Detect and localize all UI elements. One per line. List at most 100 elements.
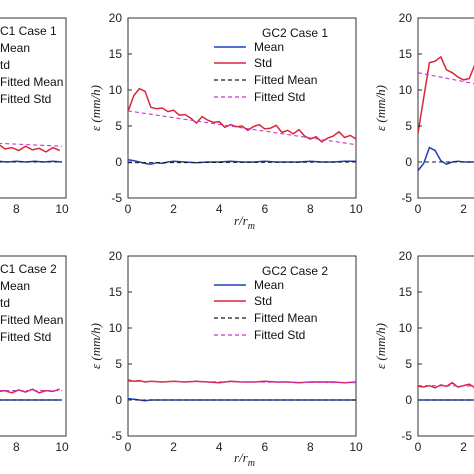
legend-entry-fitted-mean: Fitted Mean bbox=[254, 311, 317, 325]
x-tick-label: 2 bbox=[460, 202, 467, 216]
series-mean-line bbox=[0, 160, 63, 163]
series-fitted-std-line bbox=[418, 385, 474, 387]
y-tick-label: 15 bbox=[399, 47, 413, 61]
legend: C1 Case 1 Mean td Fitted Mean Fitted Std bbox=[0, 24, 63, 106]
y-axis-label: ε (mm/h) bbox=[88, 323, 103, 369]
y-tick-label: 15 bbox=[399, 285, 413, 299]
x-tick-label: 8 bbox=[13, 440, 20, 454]
legend-entry-mean: Mean bbox=[0, 41, 30, 55]
y-tick-label: 5 bbox=[405, 119, 412, 133]
x-tick-label: 0 bbox=[415, 202, 422, 216]
y-tick-label: 20 bbox=[399, 11, 413, 25]
y-axis-label: ε (mm/h) bbox=[373, 323, 388, 369]
x-tick-label: 4 bbox=[216, 440, 223, 454]
x-tick-label: 10 bbox=[55, 440, 69, 454]
x-tick-label: 8 bbox=[307, 202, 314, 216]
x-tick-label: 10 bbox=[55, 202, 69, 216]
series-layer bbox=[418, 381, 474, 401]
y-tick-label: 0 bbox=[115, 155, 122, 169]
legend-entry-fitted-mean: Fitted Mean bbox=[0, 75, 63, 89]
y-tick-label: 20 bbox=[109, 11, 123, 25]
x-tick-label: 6 bbox=[261, 202, 268, 216]
series-fitted-std-line bbox=[128, 380, 356, 384]
legend-entry-fitted-std: Fitted Std bbox=[254, 90, 305, 104]
y-tick-label: 20 bbox=[109, 249, 123, 263]
x-tick-label: 8 bbox=[13, 202, 20, 216]
x-tick-labels: 8 10 bbox=[13, 440, 69, 454]
x-axis-label: r/rm bbox=[234, 450, 255, 469]
y-axis-label: ε (mm/h) bbox=[373, 85, 388, 131]
plot-frame bbox=[0, 17, 67, 199]
y-tick-label: 10 bbox=[399, 321, 413, 335]
legend-entry-mean: Mean bbox=[254, 278, 284, 292]
y-tick-label: 0 bbox=[115, 393, 122, 407]
y-tick-label: -5 bbox=[111, 191, 122, 205]
legend-title: C1 Case 2 bbox=[0, 262, 57, 276]
y-tick-label: 10 bbox=[109, 83, 123, 97]
series-std-line bbox=[418, 381, 474, 389]
y-tick-label: -5 bbox=[401, 191, 412, 205]
x-tick-label: 10 bbox=[349, 440, 363, 454]
x-tick-label: 8 bbox=[307, 440, 314, 454]
panel-gc1-case1: 8 10 C1 Case 1 Mean td Fitted Mean Fitted… bbox=[0, 17, 69, 216]
y-tick-label: 0 bbox=[405, 155, 412, 169]
plot-frame bbox=[417, 17, 474, 199]
x-tick-labels: 0 2 4 6 8 10 bbox=[125, 202, 363, 216]
y-axis-label: ε (mm/h) bbox=[88, 85, 103, 131]
series-fitted-mean-line bbox=[128, 161, 356, 164]
x-tick-labels: 0 2 4 6 8 10 bbox=[125, 440, 363, 454]
y-tick-labels: 20 15 10 5 0 -5 bbox=[399, 249, 422, 443]
legend-title: GC2 Case 1 bbox=[262, 26, 328, 40]
plot-frame bbox=[127, 17, 357, 199]
y-tick-labels: 20 15 10 5 0 -5 bbox=[399, 11, 422, 205]
legend: GC2 Case 2 Mean Std Fitted Mean Fitted S… bbox=[214, 264, 328, 342]
y-tick-label: 5 bbox=[405, 357, 412, 371]
y-tick-label: 0 bbox=[405, 393, 412, 407]
legend-entry-mean: Mean bbox=[0, 279, 30, 293]
legend-entry-fitted-mean: Fitted Mean bbox=[0, 313, 63, 327]
series-std-line bbox=[128, 379, 356, 384]
plot-frame bbox=[417, 255, 474, 437]
series-fitted-std-line bbox=[128, 110, 356, 146]
plot-frame bbox=[0, 255, 67, 437]
legend-entry-mean: Mean bbox=[254, 40, 284, 54]
series-layer bbox=[0, 142, 63, 163]
series-layer bbox=[418, 55, 474, 172]
x-axis-label: r/rm bbox=[234, 213, 255, 232]
legend-entry-fitted-std: Fitted Std bbox=[0, 330, 51, 344]
legend-entry-std: Std bbox=[254, 56, 272, 70]
legend-entry-fitted-std: Fitted Std bbox=[254, 328, 305, 342]
x-tick-label: 2 bbox=[460, 440, 467, 454]
x-tick-labels: 8 10 bbox=[13, 202, 69, 216]
x-tick-label: 4 bbox=[216, 202, 223, 216]
y-tick-labels: 20 15 10 5 0 -5 bbox=[109, 249, 132, 443]
y-tick-label: 20 bbox=[399, 249, 413, 263]
legend-title: C1 Case 1 bbox=[0, 24, 57, 38]
x-tick-label: 10 bbox=[349, 202, 363, 216]
y-tick-label: 5 bbox=[115, 357, 122, 371]
legend-entry-std: td bbox=[0, 58, 10, 72]
series-layer bbox=[0, 388, 62, 401]
series-std-line bbox=[128, 87, 356, 143]
series-layer bbox=[128, 87, 356, 165]
x-tick-label: 6 bbox=[261, 440, 268, 454]
series-fitted-std-line bbox=[418, 72, 474, 85]
panel-gc1-case2: 8 10 C1 Case 2 Mean td Fitted Mean Fitted… bbox=[0, 255, 69, 454]
y-tick-label: 5 bbox=[115, 119, 122, 133]
x-tick-label: 2 bbox=[170, 440, 177, 454]
legend: GC2 Case 1 Mean Std Fitted Mean Fitted S… bbox=[214, 26, 328, 104]
series-fitted-std-line bbox=[0, 142, 63, 147]
x-tick-label: 0 bbox=[125, 440, 132, 454]
series-std-line bbox=[0, 144, 60, 153]
legend-entry-fitted-mean: Fitted Mean bbox=[254, 73, 317, 87]
y-tick-labels: 20 15 10 5 0 -5 bbox=[109, 11, 132, 205]
plot-frame bbox=[127, 255, 357, 437]
x-tick-label: 0 bbox=[125, 202, 132, 216]
